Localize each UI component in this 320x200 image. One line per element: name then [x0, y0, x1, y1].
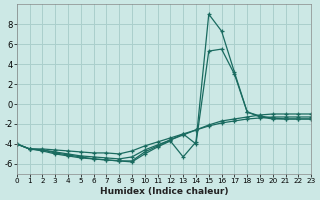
- X-axis label: Humidex (Indice chaleur): Humidex (Indice chaleur): [100, 187, 228, 196]
